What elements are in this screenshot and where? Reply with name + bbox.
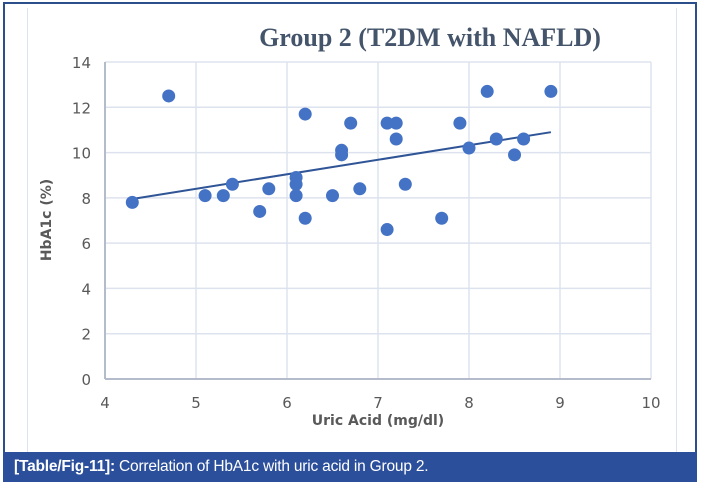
data-point <box>389 116 403 130</box>
data-point <box>289 177 303 191</box>
data-point <box>162 89 176 103</box>
data-point <box>508 148 521 162</box>
caption-text: Correlation of HbA1c with uric acid in G… <box>114 458 429 475</box>
data-point <box>253 204 267 218</box>
x-tick-label: 9 <box>555 394 565 412</box>
x-axis-title: Uric Acid (mg/dl) <box>312 413 444 429</box>
data-point <box>344 116 358 130</box>
x-tick-label: 5 <box>191 394 201 412</box>
y-tick-label: 14 <box>72 54 91 72</box>
scatter-chart: 0 2 4 6 8 10 12 14 4 5 6 7 8 9 10 Group 2 (T2DM with N… <box>39 23 661 429</box>
data-point <box>398 177 412 191</box>
y-tick-label: 0 <box>81 371 91 389</box>
data-point <box>435 211 449 225</box>
gridlines <box>105 61 652 379</box>
data-point <box>326 189 339 203</box>
chart-panel <box>27 8 677 458</box>
data-point <box>289 189 303 203</box>
x-tick-label: 4 <box>100 394 110 412</box>
data-point <box>544 84 558 98</box>
data-point <box>480 84 494 98</box>
x-tick-label: 8 <box>464 394 474 412</box>
y-tick-label: 8 <box>81 190 91 208</box>
y-tick-label: 10 <box>72 145 91 163</box>
data-point <box>389 132 403 146</box>
y-tick-label: 12 <box>72 99 91 117</box>
data-point <box>380 223 394 237</box>
data-point <box>198 189 212 203</box>
x-tick-label: 10 <box>641 394 660 412</box>
axes <box>104 62 651 380</box>
figure-frame <box>3 2 697 458</box>
tick-labels: 0 2 4 6 8 10 12 14 4 5 6 7 8 9 10 <box>72 54 661 412</box>
chart-title: Group 2 (T2DM with NAFLD) <box>259 23 601 52</box>
data-point <box>380 116 394 130</box>
y-tick-label: 4 <box>81 280 91 298</box>
data-point <box>335 148 349 162</box>
caption-label: [Table/Fig-11]: <box>14 458 115 475</box>
data-point <box>225 177 239 191</box>
data-point <box>453 116 467 130</box>
data-point <box>262 182 276 196</box>
y-tick-label: 6 <box>81 235 91 253</box>
y-tick-label: 2 <box>81 326 91 344</box>
data-point <box>353 182 367 196</box>
data-point <box>298 211 312 225</box>
data-point <box>517 132 531 146</box>
data-point <box>462 141 476 155</box>
data-point <box>125 195 139 209</box>
x-tick-label: 7 <box>373 394 383 412</box>
figure-caption: [Table/Fig-11]: Correlation of HbA1c wit… <box>3 452 697 482</box>
data-point <box>298 107 312 121</box>
y-axis-title: HbA1c (%) <box>39 179 55 261</box>
trendline <box>132 131 552 200</box>
data-points <box>125 84 558 237</box>
data-point <box>216 189 230 203</box>
x-tick-label: 6 <box>282 394 292 412</box>
data-point <box>489 132 503 146</box>
